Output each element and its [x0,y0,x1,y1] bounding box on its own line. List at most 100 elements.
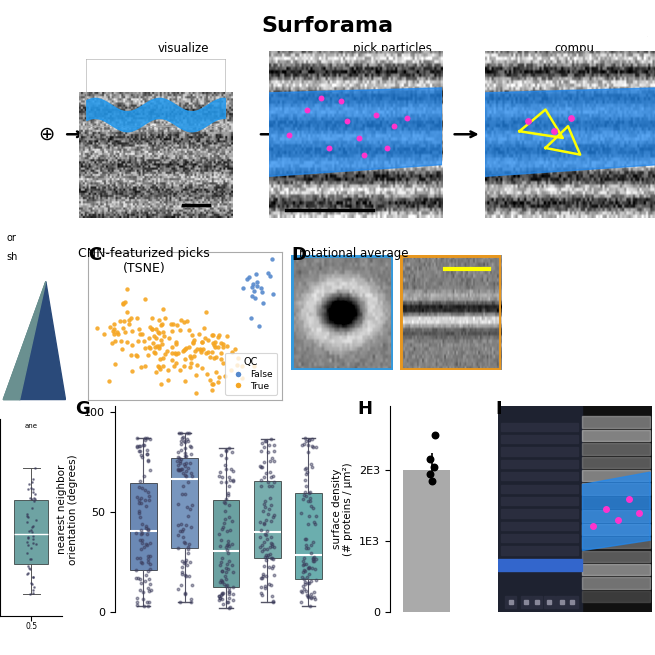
Point [267,552,277,563]
Point [265,467,275,477]
Point [135,440,145,451]
Point [132,441,142,452]
Point [265,516,276,527]
Point [187,471,197,481]
Point [304,488,314,498]
Point [204,375,215,385]
Point [297,572,307,582]
Point [214,471,224,481]
Point [127,339,138,350]
Point [174,365,185,375]
Point [307,434,317,445]
Point [172,320,182,330]
Point [310,574,321,585]
Bar [582,457,650,468]
Point [267,539,277,550]
Point [181,434,192,445]
Point [115,335,126,346]
Point [138,440,149,450]
Point [177,464,187,474]
Bar [567,596,578,608]
Point [143,596,154,607]
Point [223,593,234,603]
Point [175,464,185,475]
Point [132,313,142,324]
Point [176,436,186,446]
Point [217,566,227,576]
Point [228,589,238,599]
Point [301,468,311,479]
Point [180,589,191,599]
Point [108,326,119,337]
Point [153,361,164,371]
Point [255,532,265,542]
Point [227,476,238,486]
Point [304,510,314,521]
Point [215,592,226,603]
Point [217,576,227,587]
Text: H: H [357,400,372,417]
Point [143,342,154,352]
Point [265,542,276,552]
Point [194,328,204,339]
Point [184,428,195,438]
Point [308,556,318,567]
Point [324,143,335,153]
Point [134,441,145,451]
Bar [582,564,650,575]
Point [196,337,207,347]
Point [549,126,559,136]
Point [143,525,153,535]
Point [221,567,231,577]
Point [173,464,183,475]
Point [132,553,142,563]
Point [260,436,271,446]
Point [214,529,224,539]
Point [221,542,232,552]
Point [191,370,201,381]
Point [140,434,150,445]
Point [179,571,190,581]
Point [179,451,190,461]
Point [176,569,187,579]
Point [137,538,147,548]
Point [103,375,114,386]
Point [142,553,153,564]
Point [179,536,189,547]
Point [171,358,181,369]
Point [263,504,274,514]
Point [257,462,267,472]
Point [301,104,312,115]
Point [217,553,227,563]
Point [177,567,187,577]
Point [140,485,151,495]
Point [186,441,196,452]
Point [359,149,369,160]
Point [302,591,312,602]
Point [143,487,154,497]
Point [210,337,220,348]
Point [182,436,193,447]
Point [132,351,142,362]
PathPatch shape [172,458,198,548]
Point [138,593,149,604]
Point [300,565,310,576]
Point [215,559,225,570]
Bar [501,447,578,456]
Point [132,572,143,583]
Point [196,363,207,373]
Point [189,335,200,345]
Point [309,563,320,574]
Point [303,542,313,553]
Text: C: C [88,246,102,263]
Point [196,345,206,355]
Point [156,335,166,345]
Point [160,313,170,324]
Point [210,341,220,352]
Point [185,504,195,514]
Point [230,344,240,354]
Point [183,544,194,555]
Point [146,324,157,335]
Point [175,325,185,335]
Point [181,471,192,481]
